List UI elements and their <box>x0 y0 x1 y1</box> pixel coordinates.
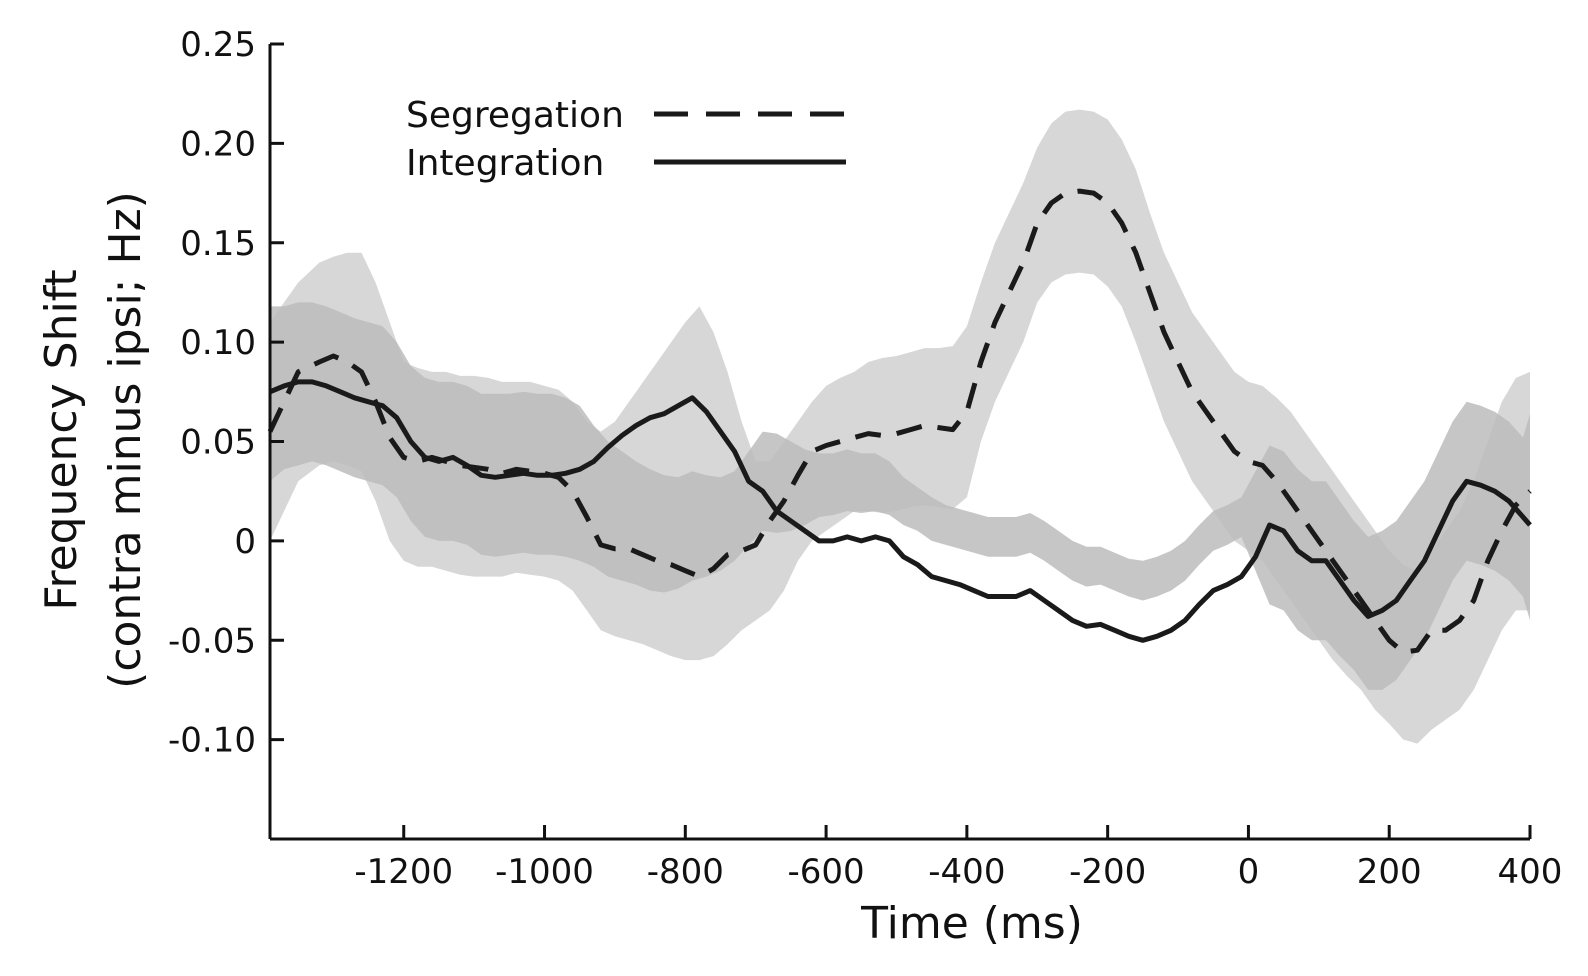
y-axis-title: Frequency Shift <box>36 269 87 610</box>
legend-label-integration: Integration <box>406 143 604 184</box>
y-ticks: 0.25 0.20 0.15 0.10 0.05 0 -0.05 -0.10 <box>168 25 284 761</box>
x-axis-title: Time (ms) <box>860 898 1083 949</box>
series-line-integration <box>269 379 1532 643</box>
y-tick-label: 0.15 <box>180 224 256 264</box>
y-tick-label: 0.20 <box>180 124 256 164</box>
legend-label-segregation: Segregation <box>406 95 624 136</box>
y-tick-label: 0 <box>234 522 256 562</box>
x-tick-label: -1000 <box>495 852 594 892</box>
y-tick-label: 0.25 <box>180 25 256 65</box>
x-tick-label: 0 <box>1238 852 1260 892</box>
legend: Segregation Integration <box>406 95 846 184</box>
x-tick-label: -800 <box>647 852 724 892</box>
x-tick-label: -400 <box>928 852 1005 892</box>
y-tick-label: -0.05 <box>168 621 256 661</box>
band-segregation <box>270 109 1530 744</box>
x-tick-label: -200 <box>1069 852 1146 892</box>
series-line-segregation <box>267 188 1532 655</box>
band-integration <box>270 302 1530 690</box>
y-tick-label: -0.10 <box>168 721 256 761</box>
confidence-bands <box>270 109 1530 744</box>
y-tick-label: 0.05 <box>180 423 256 463</box>
series-lines <box>267 188 1532 655</box>
x-tick-label: 200 <box>1357 852 1422 892</box>
x-tick-label: -600 <box>788 852 865 892</box>
y-tick-label: 0.10 <box>180 323 256 363</box>
x-ticks: -1200 -1000 -800 -600 -400 -200 0 200 400 <box>354 825 1562 892</box>
x-tick-label: 400 <box>1498 852 1563 892</box>
x-tick-label: -1200 <box>354 852 453 892</box>
y-axis-subtitle: (contra minus ipsi; Hz) <box>100 191 151 689</box>
